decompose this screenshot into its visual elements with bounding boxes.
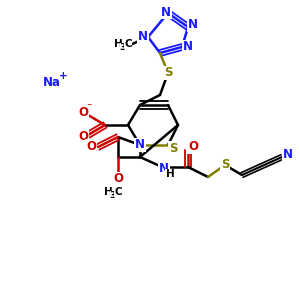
- Text: O: O: [78, 106, 88, 120]
- Text: O: O: [86, 139, 96, 152]
- Text: N: N: [183, 41, 193, 53]
- Text: ⁻: ⁻: [86, 102, 92, 112]
- Text: S: S: [169, 142, 177, 155]
- Text: C: C: [124, 39, 132, 49]
- Text: 3: 3: [120, 42, 126, 52]
- Text: 3: 3: [110, 191, 116, 199]
- Text: C: C: [114, 187, 122, 197]
- Text: O: O: [113, 173, 123, 185]
- Text: N: N: [283, 149, 293, 162]
- Text: N: N: [188, 19, 198, 31]
- Text: H: H: [166, 169, 174, 179]
- Text: N: N: [159, 163, 169, 175]
- Text: N: N: [135, 138, 145, 152]
- Text: +: +: [58, 71, 68, 81]
- Text: H: H: [103, 187, 112, 197]
- Text: H: H: [114, 39, 122, 49]
- Text: O: O: [188, 141, 198, 153]
- Text: O: O: [78, 131, 88, 143]
- Text: S: S: [164, 66, 172, 80]
- Text: N: N: [161, 5, 171, 19]
- Text: Na: Na: [43, 77, 61, 89]
- Text: N: N: [138, 30, 148, 44]
- Text: S: S: [221, 159, 229, 171]
